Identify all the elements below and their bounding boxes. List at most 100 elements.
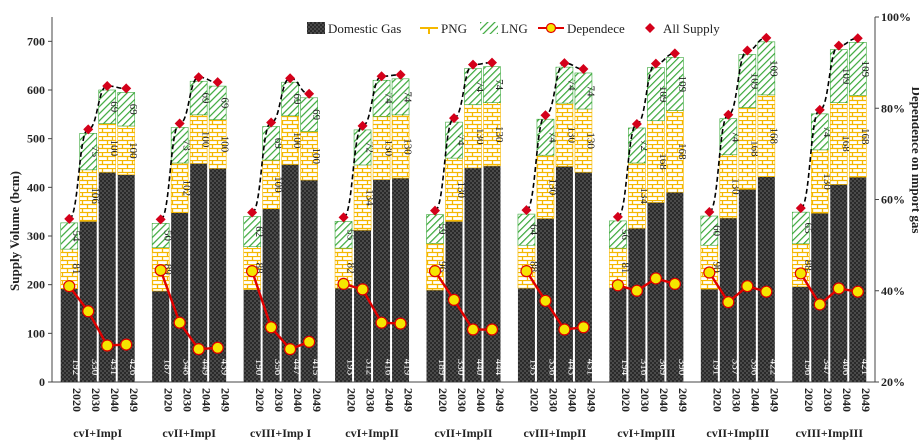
x-tick-label: 2020 (436, 388, 450, 412)
bar-domestic (757, 176, 775, 382)
bar-domestic-value: 406 (840, 359, 852, 376)
x-tick-label: 2030 (364, 388, 378, 412)
bar-domestic-value: 192 (70, 359, 82, 376)
dependence-line (433, 270, 492, 331)
all-supply-marker (650, 58, 661, 69)
bar-domestic-value: 449 (200, 359, 212, 376)
x-tick-label: 2049 (767, 388, 781, 412)
dependence-marker (611, 279, 624, 292)
bar-lng-value: 109 (657, 86, 669, 103)
all-supply-marker (852, 33, 863, 44)
y-tick-label: 700 (27, 34, 45, 48)
y2-tick-label: 100% (881, 10, 911, 24)
bar-png-value: 100 (127, 142, 139, 159)
bar-lng-value: 109 (676, 76, 688, 93)
bar-lng-value: 69 (200, 93, 212, 105)
bar-png-value: 168 (840, 135, 852, 152)
all-supply-marker (521, 205, 532, 216)
bar-png-value: 96 (436, 261, 448, 273)
bar-lng-value: 65 (802, 222, 814, 234)
bar-domestic (483, 165, 501, 382)
bar-domestic-value: 422 (767, 359, 779, 376)
bar-lng-value: 54 (70, 231, 82, 243)
all-supply-marker (559, 58, 570, 69)
x-tick-label: 2030 (546, 388, 560, 412)
group-label: cvIII+ImpII (524, 426, 587, 440)
dependence-marker (356, 283, 369, 296)
bar-domestic-value: 191 (710, 359, 722, 376)
bar-domestic (281, 164, 299, 382)
group-label: cvI+ImpI (73, 426, 122, 440)
x-tick-label: 2040 (383, 388, 397, 412)
dependence-line (525, 270, 584, 331)
x-tick-label: 2030 (821, 388, 835, 412)
y2-tick-label: 80% (881, 101, 905, 115)
all-supply-marker (669, 48, 680, 59)
x-tick-label: 2049 (676, 388, 690, 412)
all-supply-marker (449, 113, 459, 124)
dependence-marker (154, 264, 167, 277)
dependence-marker (813, 298, 826, 311)
group-label: cvI+ImpII (345, 426, 399, 440)
bar-lng-value: 109 (840, 68, 852, 85)
bar-domestic-value: 421 (859, 359, 871, 376)
all-supply-trend-line (251, 77, 310, 214)
bar-png-value: 130 (821, 173, 833, 190)
bar-domestic (609, 287, 627, 382)
all-supply-trend-line (525, 62, 584, 211)
bar-lng-value: 74 (565, 80, 577, 92)
x-tick-label: 2030 (729, 388, 743, 412)
all-supply-marker (540, 110, 551, 121)
all-supply-marker (578, 63, 589, 74)
bar-lng-value: 56 (619, 229, 631, 241)
bar-domestic-value: 440 (474, 359, 486, 376)
bar-png-value: 130 (455, 182, 467, 199)
dependence-marker (101, 339, 114, 352)
legend-png-label: PNG (441, 21, 467, 36)
x-tick-label: 2049 (310, 388, 324, 412)
bar-lng-value: 74 (455, 135, 467, 147)
group-label: cvII+ImpII (434, 426, 493, 440)
x-tick-label: 2030 (181, 388, 195, 412)
bar-domestic-value: 416 (383, 359, 395, 376)
all-supply-marker (174, 118, 185, 129)
x-tick-label: 2020 (345, 388, 359, 412)
y-tick-label: 200 (27, 278, 45, 292)
dependence-marker (466, 323, 480, 336)
dependence-marker (539, 294, 552, 307)
bar-domestic (262, 208, 280, 382)
bar-png-value: 168 (859, 128, 871, 145)
all-supply-trend-line (68, 85, 127, 220)
all-supply-trend-line (800, 37, 858, 209)
all-supply-trend-line (708, 37, 767, 213)
legend-domestic-label: Domestic Gas (328, 21, 401, 36)
bar-lng-value: 60 (710, 225, 722, 237)
legend: Domestic Gas PNG LNG Dependece All Suppl… (307, 21, 720, 36)
all-supply-marker (814, 104, 825, 115)
bar-lng-value: 62 (253, 226, 265, 237)
bar-png-value: 130 (584, 132, 596, 149)
legend-all-supply-label: All Supply (663, 21, 720, 36)
dependence-marker (428, 265, 442, 278)
dependence-marker (246, 265, 259, 278)
x-tick-label: 2020 (253, 388, 267, 412)
bar-png-value: 106 (89, 187, 101, 204)
bar-domestic-value: 330 (455, 359, 467, 376)
dependence-marker (649, 272, 662, 285)
bar-domestic (171, 212, 189, 382)
bar-lng-value: 74 (584, 85, 596, 97)
dependence-marker (192, 343, 205, 356)
bar-domestic-value: 193 (345, 359, 357, 376)
dependence-line (799, 272, 858, 307)
bar-domestic (209, 168, 227, 382)
legend-domestic-swatch (307, 22, 325, 34)
dependence-line (250, 270, 310, 351)
all-supply-marker (612, 211, 623, 222)
all-supply-marker (376, 71, 387, 82)
bar-domestic-value: 330 (89, 359, 101, 376)
bar-png-value: 100 (219, 136, 231, 153)
group-label: cvII+ImpI (162, 426, 216, 440)
legend-dependence-label: Dependece (567, 21, 625, 36)
dependence-marker (722, 296, 735, 309)
bar-lng-value: 69 (272, 138, 284, 150)
